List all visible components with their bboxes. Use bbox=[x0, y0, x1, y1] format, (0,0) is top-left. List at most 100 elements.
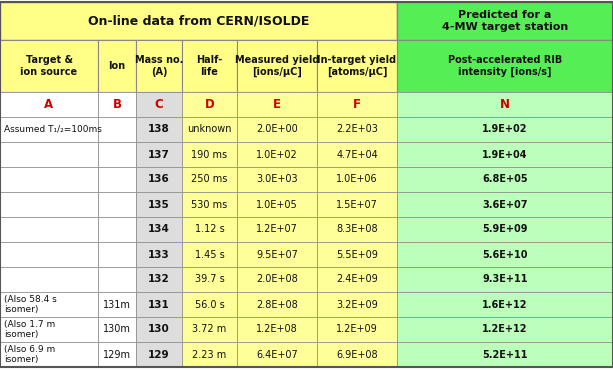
Bar bbox=[237, 92, 317, 117]
Text: (Also 6.9 m
isomer): (Also 6.9 m isomer) bbox=[4, 345, 55, 364]
Bar bbox=[0, 117, 98, 142]
Bar bbox=[237, 217, 317, 242]
Bar bbox=[237, 242, 317, 267]
Text: 136: 136 bbox=[148, 175, 170, 185]
Bar bbox=[136, 217, 182, 242]
Bar bbox=[136, 317, 182, 342]
Text: 1.2E+07: 1.2E+07 bbox=[256, 225, 298, 235]
Text: 3.6E+07: 3.6E+07 bbox=[482, 199, 528, 209]
Text: 9.5E+07: 9.5E+07 bbox=[256, 249, 298, 259]
Text: 1.0E+02: 1.0E+02 bbox=[256, 149, 298, 159]
Text: 2.0E+08: 2.0E+08 bbox=[256, 275, 298, 285]
Text: 1.45 s: 1.45 s bbox=[194, 249, 224, 259]
Text: Predicted for a
4-MW target station: Predicted for a 4-MW target station bbox=[442, 10, 568, 32]
Bar bbox=[0, 292, 98, 317]
Text: Mass no.
(A): Mass no. (A) bbox=[135, 55, 183, 77]
Bar bbox=[317, 242, 397, 267]
Bar bbox=[317, 192, 397, 217]
Bar bbox=[98, 217, 136, 242]
Text: 190 ms: 190 ms bbox=[191, 149, 227, 159]
Bar bbox=[98, 92, 136, 117]
Bar bbox=[136, 92, 182, 117]
Text: 8.3E+08: 8.3E+08 bbox=[336, 225, 378, 235]
Text: 39.7 s: 39.7 s bbox=[194, 275, 224, 285]
Bar bbox=[136, 267, 182, 292]
Text: 1.2E+08: 1.2E+08 bbox=[256, 324, 298, 334]
Bar bbox=[317, 117, 397, 142]
Bar bbox=[237, 167, 317, 192]
Bar bbox=[98, 342, 136, 367]
Bar bbox=[397, 192, 613, 217]
Text: 129: 129 bbox=[148, 350, 170, 360]
Bar bbox=[0, 40, 98, 92]
Bar bbox=[237, 192, 317, 217]
Bar bbox=[237, 317, 317, 342]
Text: 131: 131 bbox=[148, 299, 170, 309]
Bar bbox=[136, 242, 182, 267]
Bar bbox=[182, 292, 237, 317]
Bar bbox=[98, 292, 136, 317]
Text: F: F bbox=[353, 98, 361, 111]
Bar bbox=[317, 267, 397, 292]
Text: 1.2E+09: 1.2E+09 bbox=[336, 324, 378, 334]
Bar bbox=[0, 317, 98, 342]
Text: 2.0E+00: 2.0E+00 bbox=[256, 124, 298, 135]
Text: 135: 135 bbox=[148, 199, 170, 209]
Bar bbox=[98, 142, 136, 167]
Bar bbox=[397, 267, 613, 292]
Text: 138: 138 bbox=[148, 124, 170, 135]
Bar bbox=[317, 142, 397, 167]
Bar bbox=[0, 192, 98, 217]
Bar bbox=[237, 40, 317, 92]
Bar bbox=[397, 117, 613, 142]
Bar bbox=[397, 167, 613, 192]
Text: 5.6E+10: 5.6E+10 bbox=[482, 249, 528, 259]
Text: N: N bbox=[500, 98, 510, 111]
Text: In-target yield
[atoms/μC]: In-target yield [atoms/μC] bbox=[318, 55, 397, 77]
Text: 137: 137 bbox=[148, 149, 170, 159]
Text: 6.8E+05: 6.8E+05 bbox=[482, 175, 528, 185]
Text: B: B bbox=[113, 98, 121, 111]
Text: 9.3E+11: 9.3E+11 bbox=[482, 275, 528, 285]
Text: 3.2E+09: 3.2E+09 bbox=[336, 299, 378, 309]
Text: unknown: unknown bbox=[187, 124, 232, 135]
Text: 1.0E+06: 1.0E+06 bbox=[336, 175, 378, 185]
Bar bbox=[98, 267, 136, 292]
Bar bbox=[397, 342, 613, 367]
Bar bbox=[0, 242, 98, 267]
Bar bbox=[182, 317, 237, 342]
Bar bbox=[182, 167, 237, 192]
Text: Ion: Ion bbox=[109, 61, 126, 71]
Text: 1.9E+02: 1.9E+02 bbox=[482, 124, 528, 135]
Bar bbox=[136, 192, 182, 217]
Bar bbox=[0, 217, 98, 242]
Bar bbox=[98, 317, 136, 342]
Bar bbox=[397, 2, 613, 40]
Text: C: C bbox=[154, 98, 164, 111]
Bar bbox=[397, 317, 613, 342]
Text: A: A bbox=[44, 98, 53, 111]
Bar bbox=[0, 92, 98, 117]
Text: 1.5E+07: 1.5E+07 bbox=[336, 199, 378, 209]
Bar bbox=[397, 142, 613, 167]
Bar bbox=[0, 342, 98, 367]
Bar bbox=[136, 292, 182, 317]
Text: 530 ms: 530 ms bbox=[191, 199, 227, 209]
Bar bbox=[98, 167, 136, 192]
Text: 5.9E+09: 5.9E+09 bbox=[482, 225, 528, 235]
Text: 129m: 129m bbox=[103, 350, 131, 360]
Bar bbox=[237, 117, 317, 142]
Text: 131m: 131m bbox=[103, 299, 131, 309]
Text: 3.72 m: 3.72 m bbox=[192, 324, 227, 334]
Text: (Also 1.7 m
isomer): (Also 1.7 m isomer) bbox=[4, 320, 55, 339]
Bar bbox=[237, 142, 317, 167]
Bar bbox=[0, 267, 98, 292]
Text: 2.8E+08: 2.8E+08 bbox=[256, 299, 298, 309]
Bar bbox=[98, 117, 136, 142]
Bar bbox=[136, 117, 182, 142]
Text: On-line data from CERN/ISOLDE: On-line data from CERN/ISOLDE bbox=[88, 14, 309, 27]
Text: 1.9E+04: 1.9E+04 bbox=[482, 149, 528, 159]
Bar bbox=[136, 40, 182, 92]
Bar bbox=[182, 40, 237, 92]
Text: Assumed T₁/₂=100ms: Assumed T₁/₂=100ms bbox=[4, 125, 102, 134]
